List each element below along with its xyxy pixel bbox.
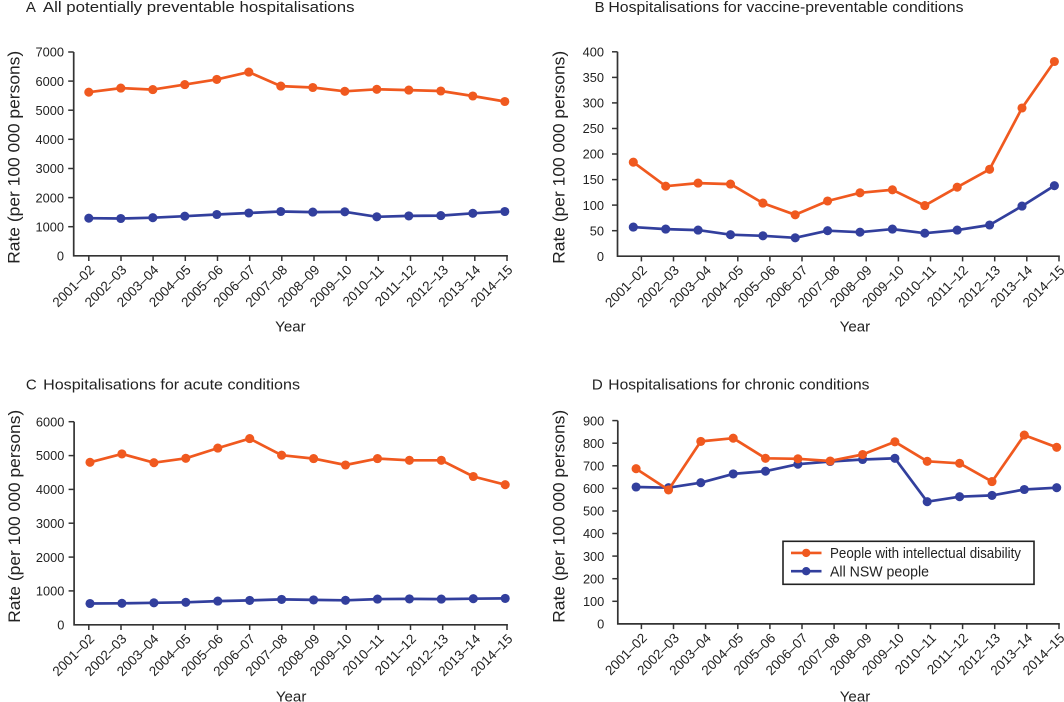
svg-text:People with intellectual disab: People with intellectual disability: [830, 545, 1021, 562]
svg-text:6000: 6000: [36, 74, 64, 89]
svg-text:0: 0: [57, 618, 64, 633]
svg-text:100: 100: [583, 198, 604, 213]
svg-text:300: 300: [583, 549, 604, 564]
svg-text:6000: 6000: [36, 414, 64, 429]
svg-text:Hospitalisations for acute con: Hospitalisations for acute conditions: [43, 377, 300, 394]
svg-text:Hospitalisations for chronic c: Hospitalisations for chronic conditions: [608, 377, 869, 394]
svg-text:2000: 2000: [36, 190, 64, 205]
svg-text:5000: 5000: [36, 103, 64, 118]
svg-text:C: C: [26, 377, 37, 394]
svg-text:350: 350: [583, 70, 604, 85]
svg-text:50: 50: [590, 223, 604, 238]
svg-text:800: 800: [583, 436, 604, 451]
svg-text:4000: 4000: [36, 132, 64, 147]
svg-text:A: A: [26, 0, 36, 16]
svg-text:400: 400: [583, 45, 604, 60]
svg-text:1000: 1000: [36, 584, 64, 599]
svg-text:150: 150: [583, 172, 604, 187]
svg-text:Hospitalisations for vaccine-p: Hospitalisations for vaccine-preventable…: [608, 0, 963, 16]
svg-text:7000: 7000: [36, 45, 64, 60]
svg-text:4000: 4000: [36, 482, 64, 497]
svg-text:0: 0: [597, 617, 604, 632]
svg-text:100: 100: [583, 594, 604, 609]
svg-text:600: 600: [583, 481, 604, 496]
svg-text:Year: Year: [840, 319, 871, 336]
svg-text:3000: 3000: [36, 161, 64, 176]
svg-text:0: 0: [597, 249, 604, 264]
svg-text:2000: 2000: [36, 550, 64, 565]
svg-text:Rate (per 100 000 persons): Rate (per 100 000 persons): [5, 51, 24, 264]
svg-text:D: D: [592, 377, 603, 394]
svg-text:700: 700: [583, 459, 604, 474]
svg-text:Year: Year: [840, 689, 871, 702]
svg-text:300: 300: [583, 96, 604, 111]
svg-text:400: 400: [583, 526, 604, 541]
svg-text:5000: 5000: [36, 448, 64, 463]
svg-text:Rate (per 100 000 persons): Rate (per 100 000 persons): [5, 410, 24, 623]
svg-text:200: 200: [583, 147, 604, 162]
svg-text:Rate (per 100 000 persons): Rate (per 100 000 persons): [549, 51, 568, 264]
svg-text:900: 900: [583, 413, 604, 428]
svg-text:200: 200: [583, 571, 604, 586]
svg-text:All potentially preventable ho: All potentially preventable hospitalisat…: [43, 0, 355, 16]
svg-text:1000: 1000: [36, 219, 64, 234]
svg-text:500: 500: [583, 504, 604, 519]
svg-text:Year: Year: [276, 689, 307, 702]
svg-text:Rate (per 100 000 persons): Rate (per 100 000 persons): [550, 410, 569, 623]
svg-text:All NSW people: All NSW people: [830, 564, 929, 581]
svg-text:3000: 3000: [36, 516, 64, 531]
svg-text:Year: Year: [275, 319, 306, 336]
svg-text:250: 250: [583, 121, 604, 136]
svg-text:B: B: [595, 0, 605, 16]
svg-text:0: 0: [57, 249, 64, 264]
